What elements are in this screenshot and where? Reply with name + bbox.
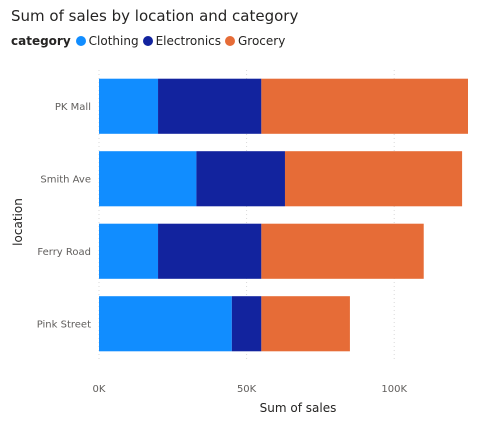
legend-marker-clothing [75,36,86,46]
legend-label-electronics: Electronics [155,34,221,48]
bar-grocery-pk-mall[interactable] [261,78,468,134]
legend-item-grocery[interactable]: Grocery [225,34,285,48]
y-axis-title: location [11,198,25,246]
y-tick-label: Ferry Road [37,247,91,258]
legend-marker-grocery [225,36,235,46]
x-tick-label: 100K [381,384,407,395]
bars [99,78,468,352]
legend-marker-electronics [142,36,153,46]
legend: category Clothing Electronics Grocery [11,34,289,48]
bar-electronics-smith-ave[interactable] [196,151,285,207]
legend-item-electronics[interactable]: Electronics [142,34,221,48]
y-tick-label: Pink Street [37,319,91,330]
bar-electronics-ferry-road[interactable] [158,223,262,279]
x-axis-title: Sum of sales [260,401,337,415]
legend-label-grocery: Grocery [238,34,286,48]
bar-clothing-ferry-road[interactable] [99,223,159,279]
bar-clothing-pk-mall[interactable] [99,78,159,134]
legend-label-clothing: Clothing [88,34,139,48]
legend-title: category [11,34,71,48]
y-axis-labels: PK Mall Smith Ave Ferry Road Pink Street [37,102,91,331]
bar-electronics-pk-mall[interactable] [158,78,262,134]
bar-grocery-smith-ave[interactable] [284,151,463,207]
bar-clothing-smith-ave[interactable] [99,151,197,207]
bar-clothing-pink-street[interactable] [99,296,232,352]
y-tick-label: PK Mall [55,102,91,113]
x-tick-label: 50K [237,384,257,395]
legend-item-clothing[interactable]: Clothing [75,34,139,48]
chart-title: Sum of sales by location and category [11,7,299,25]
x-tick-label: 0K [93,384,106,395]
bar-grocery-pink-street[interactable] [261,296,350,352]
x-axis-labels: 0K 50K 100K [93,384,408,395]
bar-electronics-pink-street[interactable] [231,296,262,352]
y-tick-label: Smith Ave [40,174,91,185]
bar-grocery-ferry-road[interactable] [261,223,424,279]
